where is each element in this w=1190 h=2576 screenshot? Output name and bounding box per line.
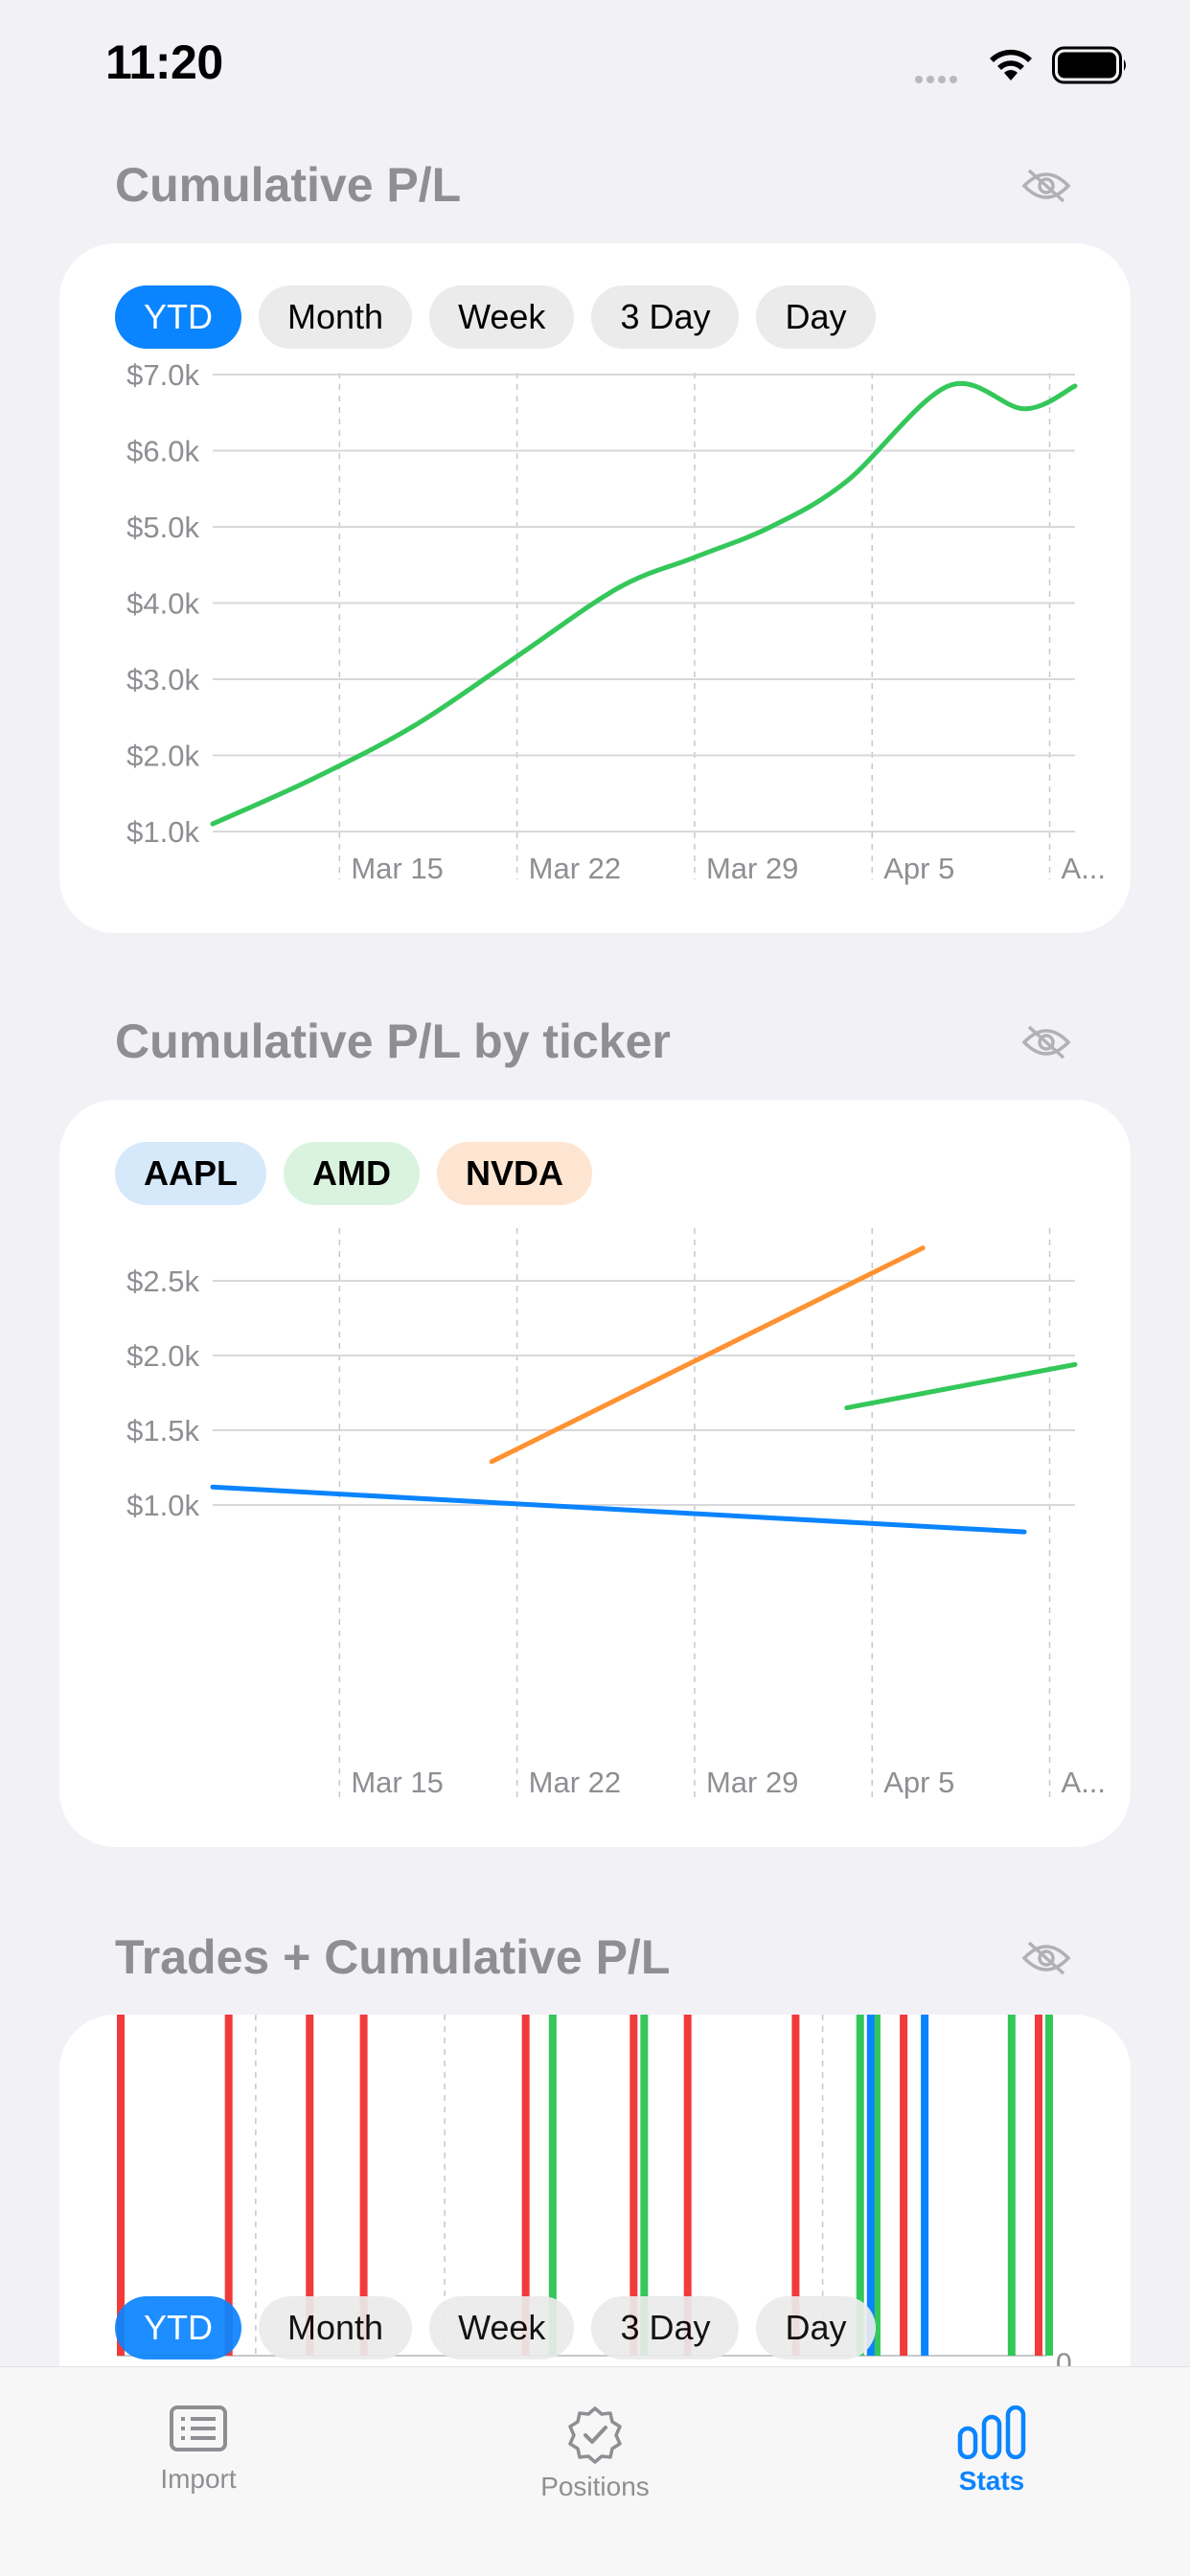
range-selector: YTD Month Week 3 Day Day xyxy=(115,285,876,349)
range-day[interactable]: Day xyxy=(756,2296,876,2359)
y-tick-label: 0 xyxy=(1056,2348,1072,2366)
eye-slash-icon[interactable] xyxy=(1021,1025,1071,1060)
range-3day[interactable]: 3 Day xyxy=(591,2296,740,2359)
trade-bar-loss xyxy=(306,2015,314,2356)
cumulative-pl-card: YTD Month Week 3 Day Day Mar 15 Mar 22 Mar… xyxy=(59,243,1131,933)
trade-bar-loss xyxy=(900,2015,908,2356)
pl-by-ticker-card: AAPL AMD NVDA Mar 15 Mar 22 Mar 29 Apr 5 A..… xyxy=(59,1100,1131,1847)
trades-pl-card: 0 YTD Month Week 3 Day Day xyxy=(59,2015,1131,2366)
x-tick-label: Mar 29 xyxy=(706,1766,798,1799)
wifi-icon xyxy=(990,49,1032,80)
x-tick-label: A... xyxy=(1062,852,1107,885)
trade-bar-win xyxy=(1045,2015,1053,2356)
trade-bar-neutral xyxy=(866,2015,875,2356)
y-tick-label: $6.0k xyxy=(126,435,199,468)
ticker-filter: AAPL AMD NVDA xyxy=(115,1142,592,1205)
trade-bar-win xyxy=(548,2015,557,2356)
trade-bar-neutral xyxy=(921,2015,929,2356)
status-bar: 11:20 xyxy=(0,0,1190,134)
x-tick-label: Mar 22 xyxy=(529,852,621,885)
list-document-icon xyxy=(170,2405,227,2451)
trade-bar-win xyxy=(640,2015,649,2356)
signal-icon xyxy=(915,71,961,88)
y-tick-label: $2.0k xyxy=(126,1339,199,1373)
range-week[interactable]: Week xyxy=(429,285,575,349)
trade-bar-loss xyxy=(117,2015,125,2356)
y-tick-label: $4.0k xyxy=(126,587,199,621)
range-selector: YTD Month Week 3 Day Day xyxy=(115,2296,876,2359)
section-title-pl-by-ticker: Cumulative P/L by ticker xyxy=(115,1014,671,1068)
status-time: 11:20 xyxy=(105,35,223,89)
range-ytd[interactable]: YTD xyxy=(115,285,241,349)
trade-bar-win xyxy=(856,2015,864,2356)
ticker-pill-aapl[interactable]: AAPL xyxy=(115,1142,266,1205)
range-month[interactable]: Month xyxy=(259,285,413,349)
ticker-pill-amd[interactable]: AMD xyxy=(284,1142,420,1205)
trade-bar-loss xyxy=(683,2015,692,2356)
tab-label: Stats xyxy=(958,2466,1025,2496)
bar-chart-icon xyxy=(957,2405,1026,2460)
series-line-aapl xyxy=(210,1484,1027,1535)
battery-icon xyxy=(1052,46,1126,84)
range-3day[interactable]: 3 Day xyxy=(591,285,740,349)
eye-slash-icon[interactable] xyxy=(1021,1941,1071,1975)
range-week[interactable]: Week xyxy=(429,2296,575,2359)
tab-stats[interactable]: Stats xyxy=(896,2405,1087,2496)
section-title-trades-pl: Trades + Cumulative P/L xyxy=(115,1930,671,1984)
pl-by-ticker-chart: Mar 15 Mar 22 Mar 29 Apr 5 A... $1.0k $1.5k $2.… xyxy=(126,1228,1107,1801)
series-line-nvda xyxy=(489,1245,926,1465)
trade-bar-loss xyxy=(521,2015,530,2356)
trade-bar-loss xyxy=(629,2015,638,2356)
range-month[interactable]: Month xyxy=(259,2296,413,2359)
y-tick-label: $2.5k xyxy=(126,1265,199,1298)
ticker-pill-nvda[interactable]: NVDA xyxy=(436,1142,592,1205)
trade-bar-loss xyxy=(1035,2015,1042,2356)
tab-import[interactable]: Import xyxy=(103,2405,294,2495)
x-tick-label: Mar 15 xyxy=(351,852,443,885)
y-tick-label: $3.0k xyxy=(126,663,199,696)
trade-bar-loss xyxy=(359,2015,368,2356)
tab-label: Positions xyxy=(540,2472,650,2501)
tab-label: Import xyxy=(160,2464,237,2494)
x-tick-label: Apr 5 xyxy=(883,852,954,885)
y-tick-label: $2.0k xyxy=(126,740,199,773)
eye-slash-icon[interactable] xyxy=(1021,169,1071,203)
y-tick-label: $1.5k xyxy=(126,1414,199,1448)
checkmark-seal-icon xyxy=(568,2406,622,2464)
x-tick-label: Mar 22 xyxy=(529,1766,621,1799)
trade-bar-loss xyxy=(791,2015,800,2356)
trade-bar-win xyxy=(1007,2015,1016,2356)
y-tick-label: $1.0k xyxy=(126,815,199,849)
series-line-amd xyxy=(844,1361,1078,1411)
x-tick-label: Mar 29 xyxy=(706,852,798,885)
range-day[interactable]: Day xyxy=(756,285,876,349)
x-tick-label: Apr 5 xyxy=(883,1766,954,1799)
range-ytd[interactable]: YTD xyxy=(115,2296,241,2359)
series-line-0 xyxy=(210,380,1078,827)
trades-chart: 0 xyxy=(117,2015,1072,2366)
section-title-cumulative-pl: Cumulative P/L xyxy=(115,158,462,212)
y-tick-label: $1.0k xyxy=(126,1489,199,1522)
x-tick-label: A... xyxy=(1062,1766,1107,1799)
tab-positions[interactable]: Positions xyxy=(499,2405,691,2502)
trade-bar-loss xyxy=(224,2015,233,2356)
tab-bar: Import Positions Stats xyxy=(0,2366,1190,2576)
trade-bar-win xyxy=(872,2015,881,2356)
y-tick-label: $5.0k xyxy=(126,511,199,544)
x-tick-label: Mar 15 xyxy=(351,1766,443,1799)
y-tick-label: $7.0k xyxy=(126,358,199,392)
